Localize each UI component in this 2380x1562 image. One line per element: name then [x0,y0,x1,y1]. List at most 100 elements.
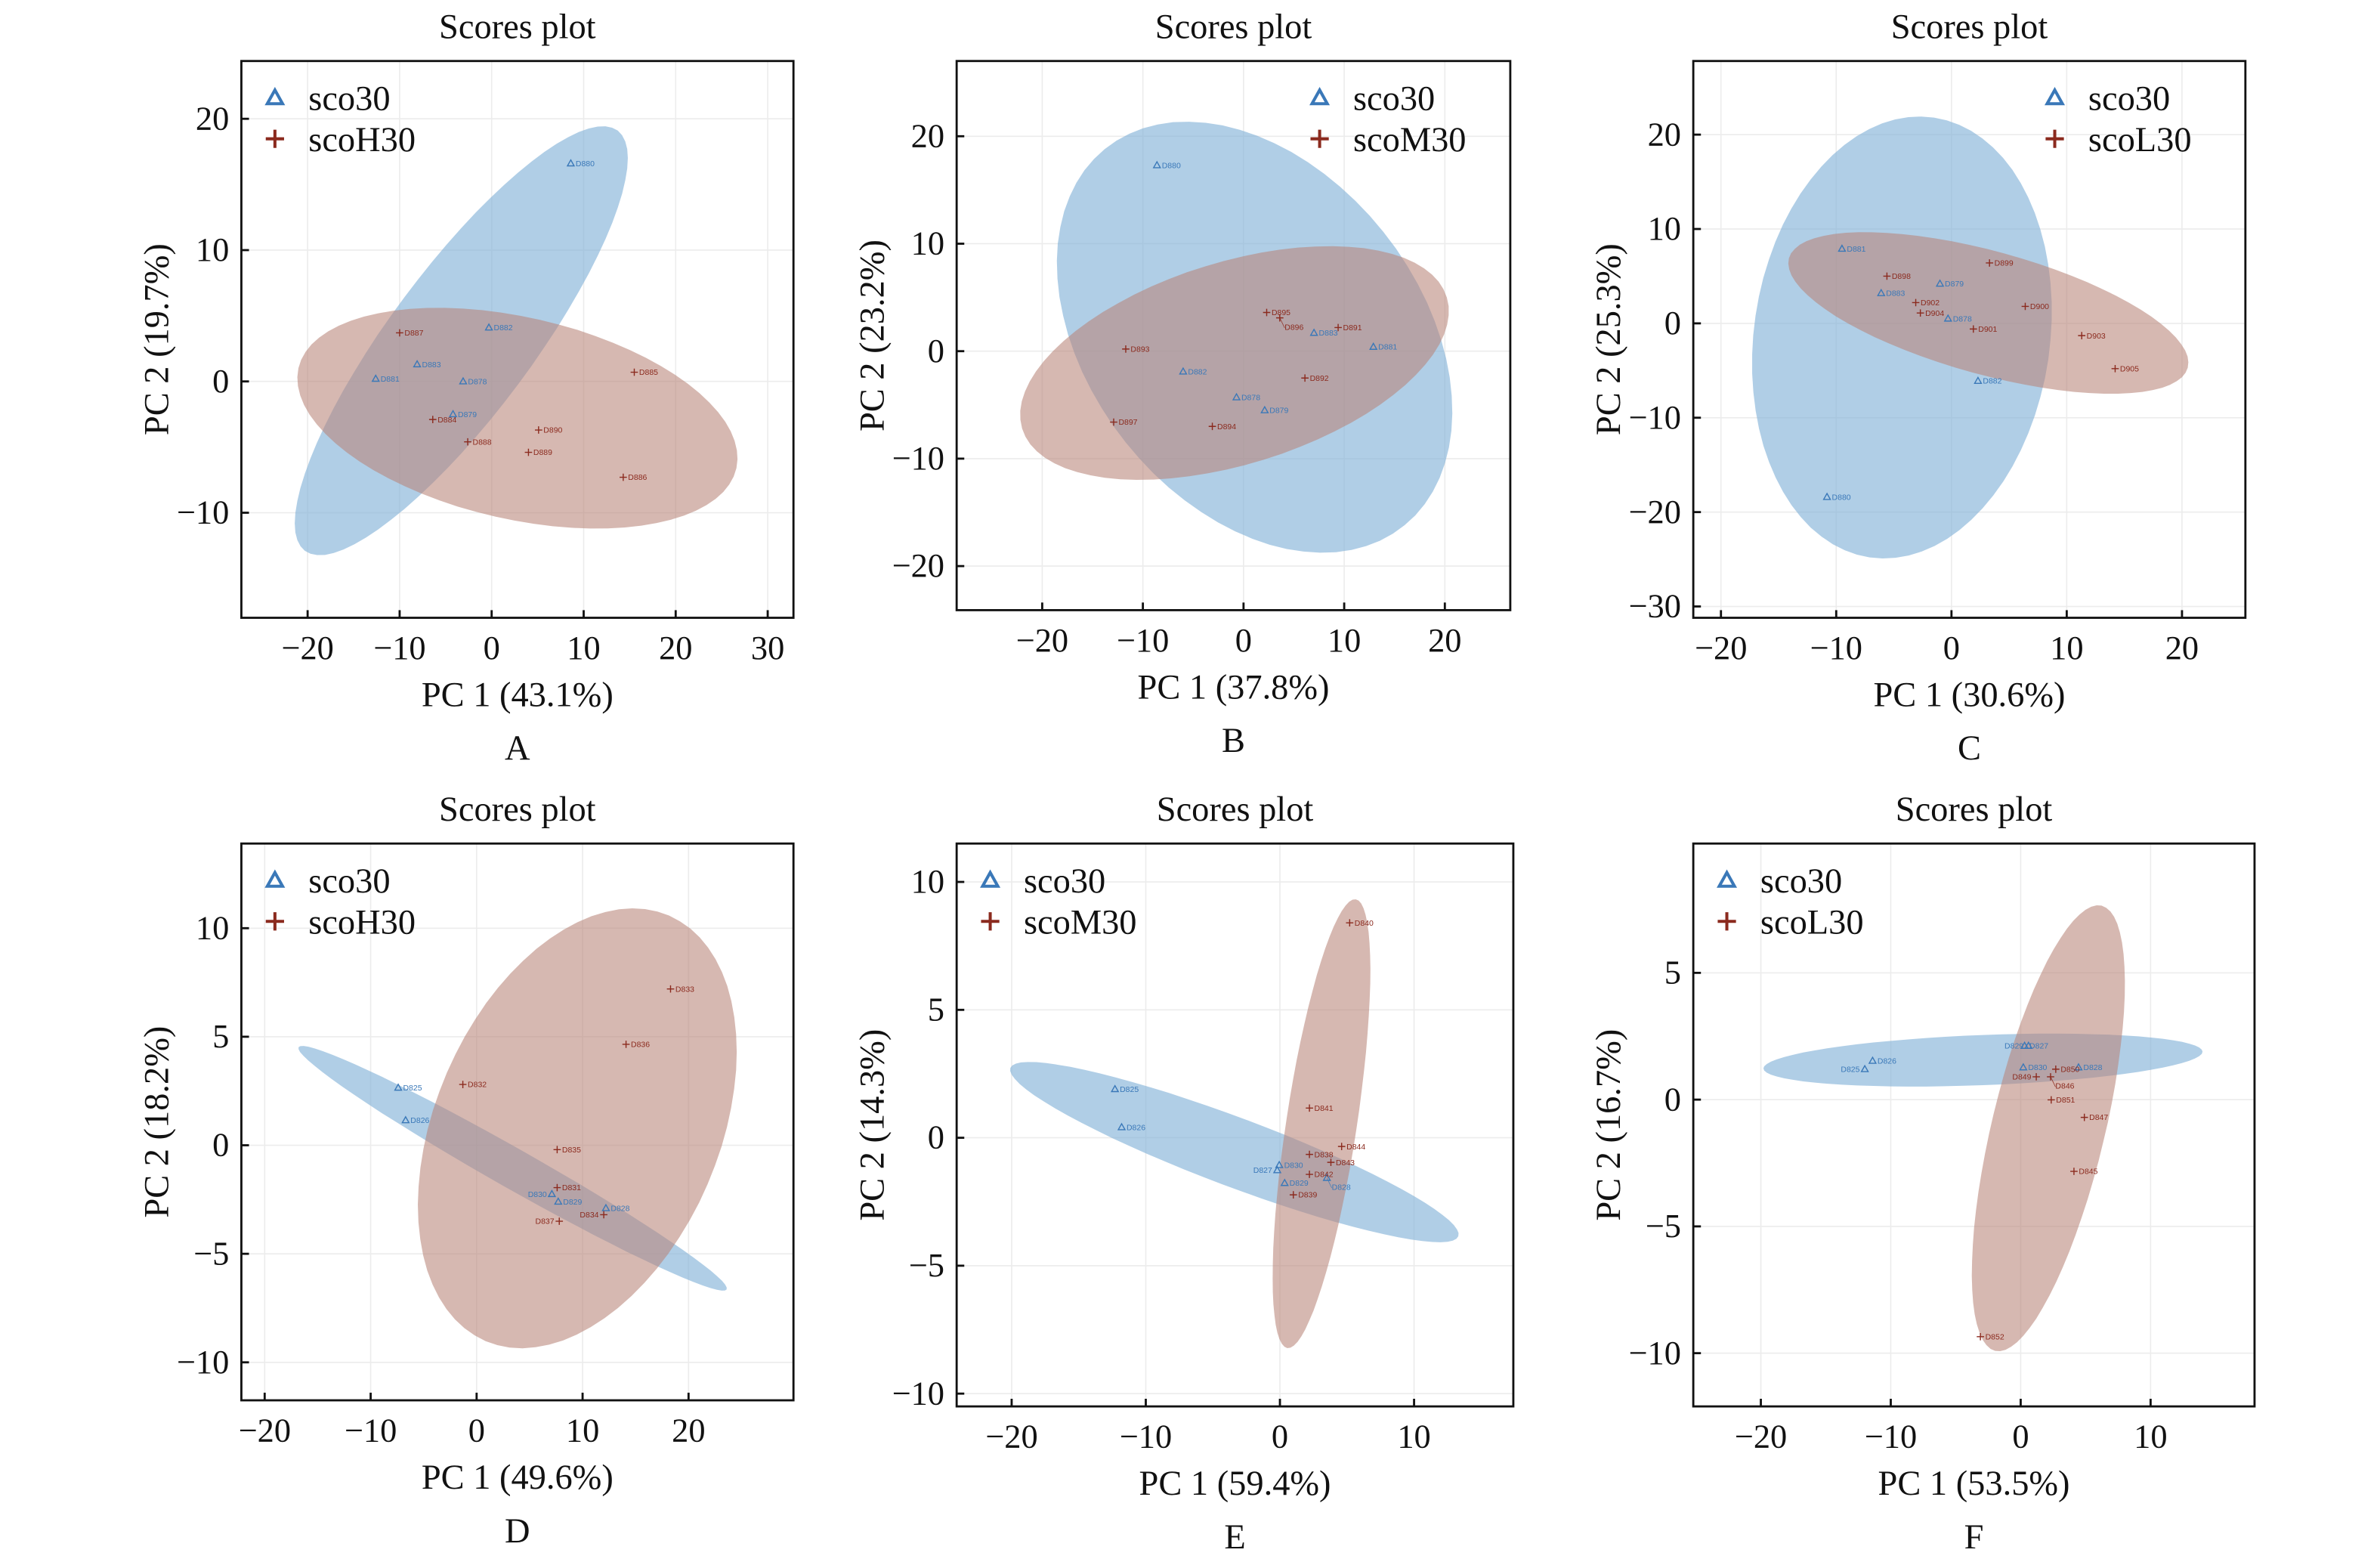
legend-label: scoH30 [308,903,416,942]
plot-frame [1692,60,2247,619]
point-label: D826 [1127,1124,1145,1132]
panel-D: D825 D826 D830 D829 D828 D833 D836 D832 D835 D831… [138,790,795,1551]
y-tick-label: 0 [1664,304,1681,342]
y-tick-label: −10 [1629,398,1681,436]
point-label: D828 [610,1205,629,1213]
point-label: D903 [2087,333,2106,341]
x-tick-label: 10 [1397,1418,1430,1455]
data-point-sco30 [1272,1165,1282,1174]
data-point-sco30 [1280,1178,1289,1186]
point-label: D896 [1284,323,1303,332]
panel-A: D880 D882 D883 D881 D878 D879 D887 D884 D885 D890… [138,8,795,768]
legend-plus-icon [1310,129,1329,148]
data-point-sco30 [1111,1084,1120,1093]
point-label: D852 [1986,1333,2004,1341]
point-label: D899 [1995,260,2014,268]
point-label: D825 [403,1084,422,1093]
data-point-sco30 [371,374,380,382]
point-label: D882 [1188,368,1207,376]
point-label: D839 [1298,1192,1317,1200]
confidence-ellipse-scoH30 [297,308,738,529]
plot-frame [1692,842,2256,1408]
point-label: D897 [1118,419,1137,427]
data-point-sco30 [1309,328,1318,336]
point-label: D881 [381,376,400,384]
legend-plus-icon [2045,129,2064,148]
data-point-scoL30 [2052,1066,2060,1073]
legend-triangle-icon [2044,86,2066,106]
x-tick-label: 0 [484,629,500,667]
data-point-scoL30 [1969,325,1977,333]
confidence-ellipse-scoL30 [1971,905,2125,1352]
legend-triangle-icon [980,869,1001,888]
point-label: D836 [631,1041,650,1050]
point-label: D846 [2055,1083,2074,1091]
legend-triangle-icon [264,869,286,888]
point-label: D886 [628,474,647,482]
point-label: D882 [1983,378,2001,386]
data-point-sco30 [1860,1064,1869,1072]
point-label: D831 [562,1184,581,1192]
y-axis-label: PC 2 (19.7%) [138,243,177,435]
x-tick-label: 20 [1428,621,1461,659]
data-point-sco30 [601,1203,610,1211]
legend-label: sco30 [308,79,390,118]
data-point-sco30 [459,376,468,385]
data-point-scoL30 [2047,1073,2054,1081]
legend-plus-icon [981,912,1000,931]
y-tick-label: 20 [196,99,229,137]
point-label: D847 [2089,1114,2108,1122]
point-label: D904 [1925,310,1944,318]
legend-triangle-icon [264,86,286,106]
point-label: D883 [422,361,441,370]
point-label: D842 [1315,1171,1334,1180]
point-label: D881 [1847,246,1865,254]
data-point-scoH30 [396,329,403,337]
x-tick-label: −20 [239,1412,291,1449]
point-label: D827 [1253,1167,1272,1175]
plot-frame [955,842,1515,1408]
point-label: D884 [437,416,456,425]
legend-label: scoM30 [1353,121,1467,159]
data-point-sco30 [1369,342,1378,350]
point-label: D826 [410,1117,429,1125]
chart-title: Scores plot [1157,790,1314,829]
legend-label: scoH30 [308,121,416,159]
y-tick-label: 0 [1664,1080,1681,1118]
y-tick-label: −5 [1646,1207,1681,1245]
data-point-sco30 [1179,367,1188,375]
point-label: D882 [494,324,513,333]
y-tick-label: 20 [911,116,944,154]
point-label: D880 [1162,162,1181,170]
point-label: D843 [1336,1159,1355,1168]
data-point-scoH30 [464,438,471,446]
point-label: D892 [1310,375,1329,383]
x-tick-label: −20 [985,1418,1037,1455]
y-tick-label: −10 [177,1343,229,1381]
x-tick-label: 0 [468,1412,485,1449]
y-axis-label: PC 2 (14.3%) [853,1029,892,1221]
x-tick-label: 30 [751,629,784,667]
data-point-scoH30 [666,985,675,993]
legend-label: sco30 [1353,79,1435,118]
panel-letter: F [1964,1518,1984,1557]
x-tick-label: 10 [567,629,600,667]
panel-E: D825 D826 D830 D827 D828 D829 D840 D841 D844 D838… [853,790,1515,1557]
x-tick-label: 10 [1328,621,1361,659]
data-point-sco30 [1838,244,1847,252]
point-label: D828 [1332,1184,1351,1192]
x-tick-label: 10 [566,1412,599,1449]
data-point-sco30 [1275,1160,1284,1168]
data-point-scoM30 [1306,1171,1313,1178]
data-point-sco30 [1260,405,1269,413]
point-label: D883 [1886,290,1905,298]
data-point-scoH30 [620,473,627,481]
data-point-scoL30 [1977,1332,1984,1341]
point-label: D883 [1319,329,1338,338]
data-point-sco30 [448,410,458,418]
confidence-ellipse-sco30 [1763,1033,2203,1087]
legend-label: scoL30 [2088,121,2192,159]
point-label: D835 [562,1146,581,1155]
